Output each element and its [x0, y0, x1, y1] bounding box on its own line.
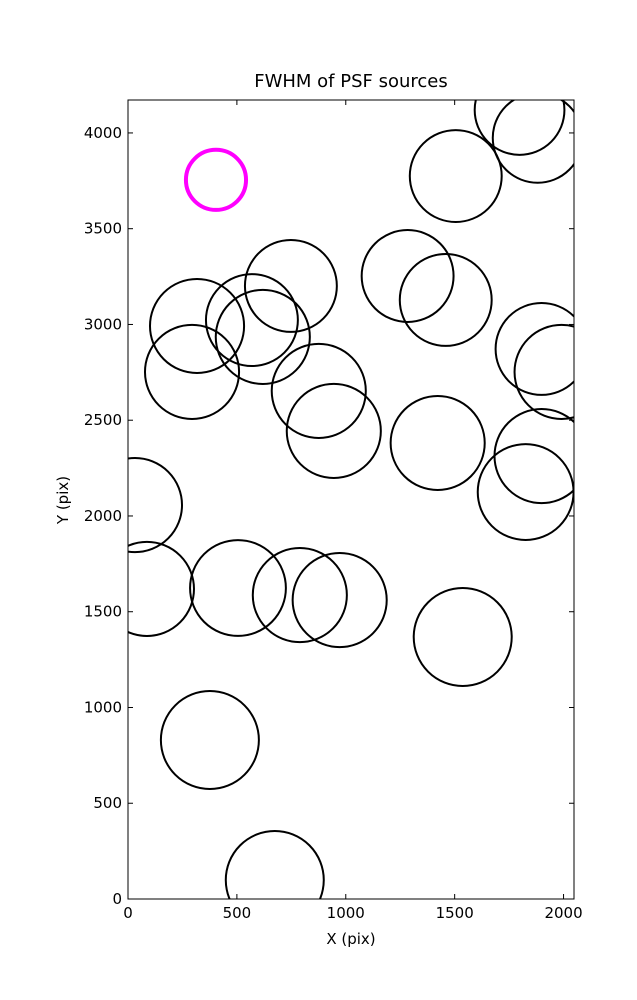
y-tick-label: 3000: [84, 315, 122, 333]
source-circle: [491, 100, 574, 184]
source-circle: [412, 587, 513, 688]
source-circle: [476, 443, 574, 541]
source-circle: [513, 323, 574, 420]
plot-area: [128, 100, 574, 899]
source-circle: [214, 288, 311, 385]
axes-frame: [127, 99, 575, 900]
source-circle: [251, 547, 348, 644]
chart-title: FWHM of PSF sources: [254, 71, 448, 92]
source-circle: [224, 830, 325, 899]
y-tick-label: 4000: [84, 124, 122, 142]
source-circle: [270, 342, 367, 439]
source-circle: [494, 302, 574, 396]
x-tick-label: 1000: [327, 904, 365, 922]
source-circle: [128, 457, 183, 554]
source-circle: [408, 129, 503, 223]
source-circle: [389, 394, 486, 492]
y-tick-label: 2000: [84, 507, 122, 525]
source-circle: [128, 540, 195, 637]
source-circle: [204, 273, 299, 368]
source-circle: [243, 239, 338, 333]
source-circle: [360, 229, 455, 323]
source-circle: [285, 382, 382, 479]
y-tick-label: 500: [93, 794, 122, 812]
y-tick-label: 2500: [84, 411, 122, 429]
source-circle: [189, 539, 287, 637]
source-circle: [143, 323, 241, 420]
y-tick-label: 1000: [84, 698, 122, 716]
x-tick-label: 2000: [544, 904, 582, 922]
x-tick-label: 1500: [436, 904, 474, 922]
source-circle: [159, 690, 260, 791]
y-axis-label: Y (pix): [54, 476, 72, 525]
y-tick-label: 1500: [84, 603, 122, 621]
source-circle: [291, 552, 388, 649]
source-circle: [183, 147, 249, 212]
y-tick-label: 0: [112, 890, 122, 908]
x-tick-label: 500: [223, 904, 252, 922]
x-tick-label: 0: [123, 904, 133, 922]
source-circle: [473, 100, 566, 156]
source-circle: [398, 252, 493, 347]
source-circle: [148, 277, 246, 375]
x-axis-label: X (pix): [326, 930, 375, 948]
y-tick-label: 3500: [84, 220, 122, 238]
